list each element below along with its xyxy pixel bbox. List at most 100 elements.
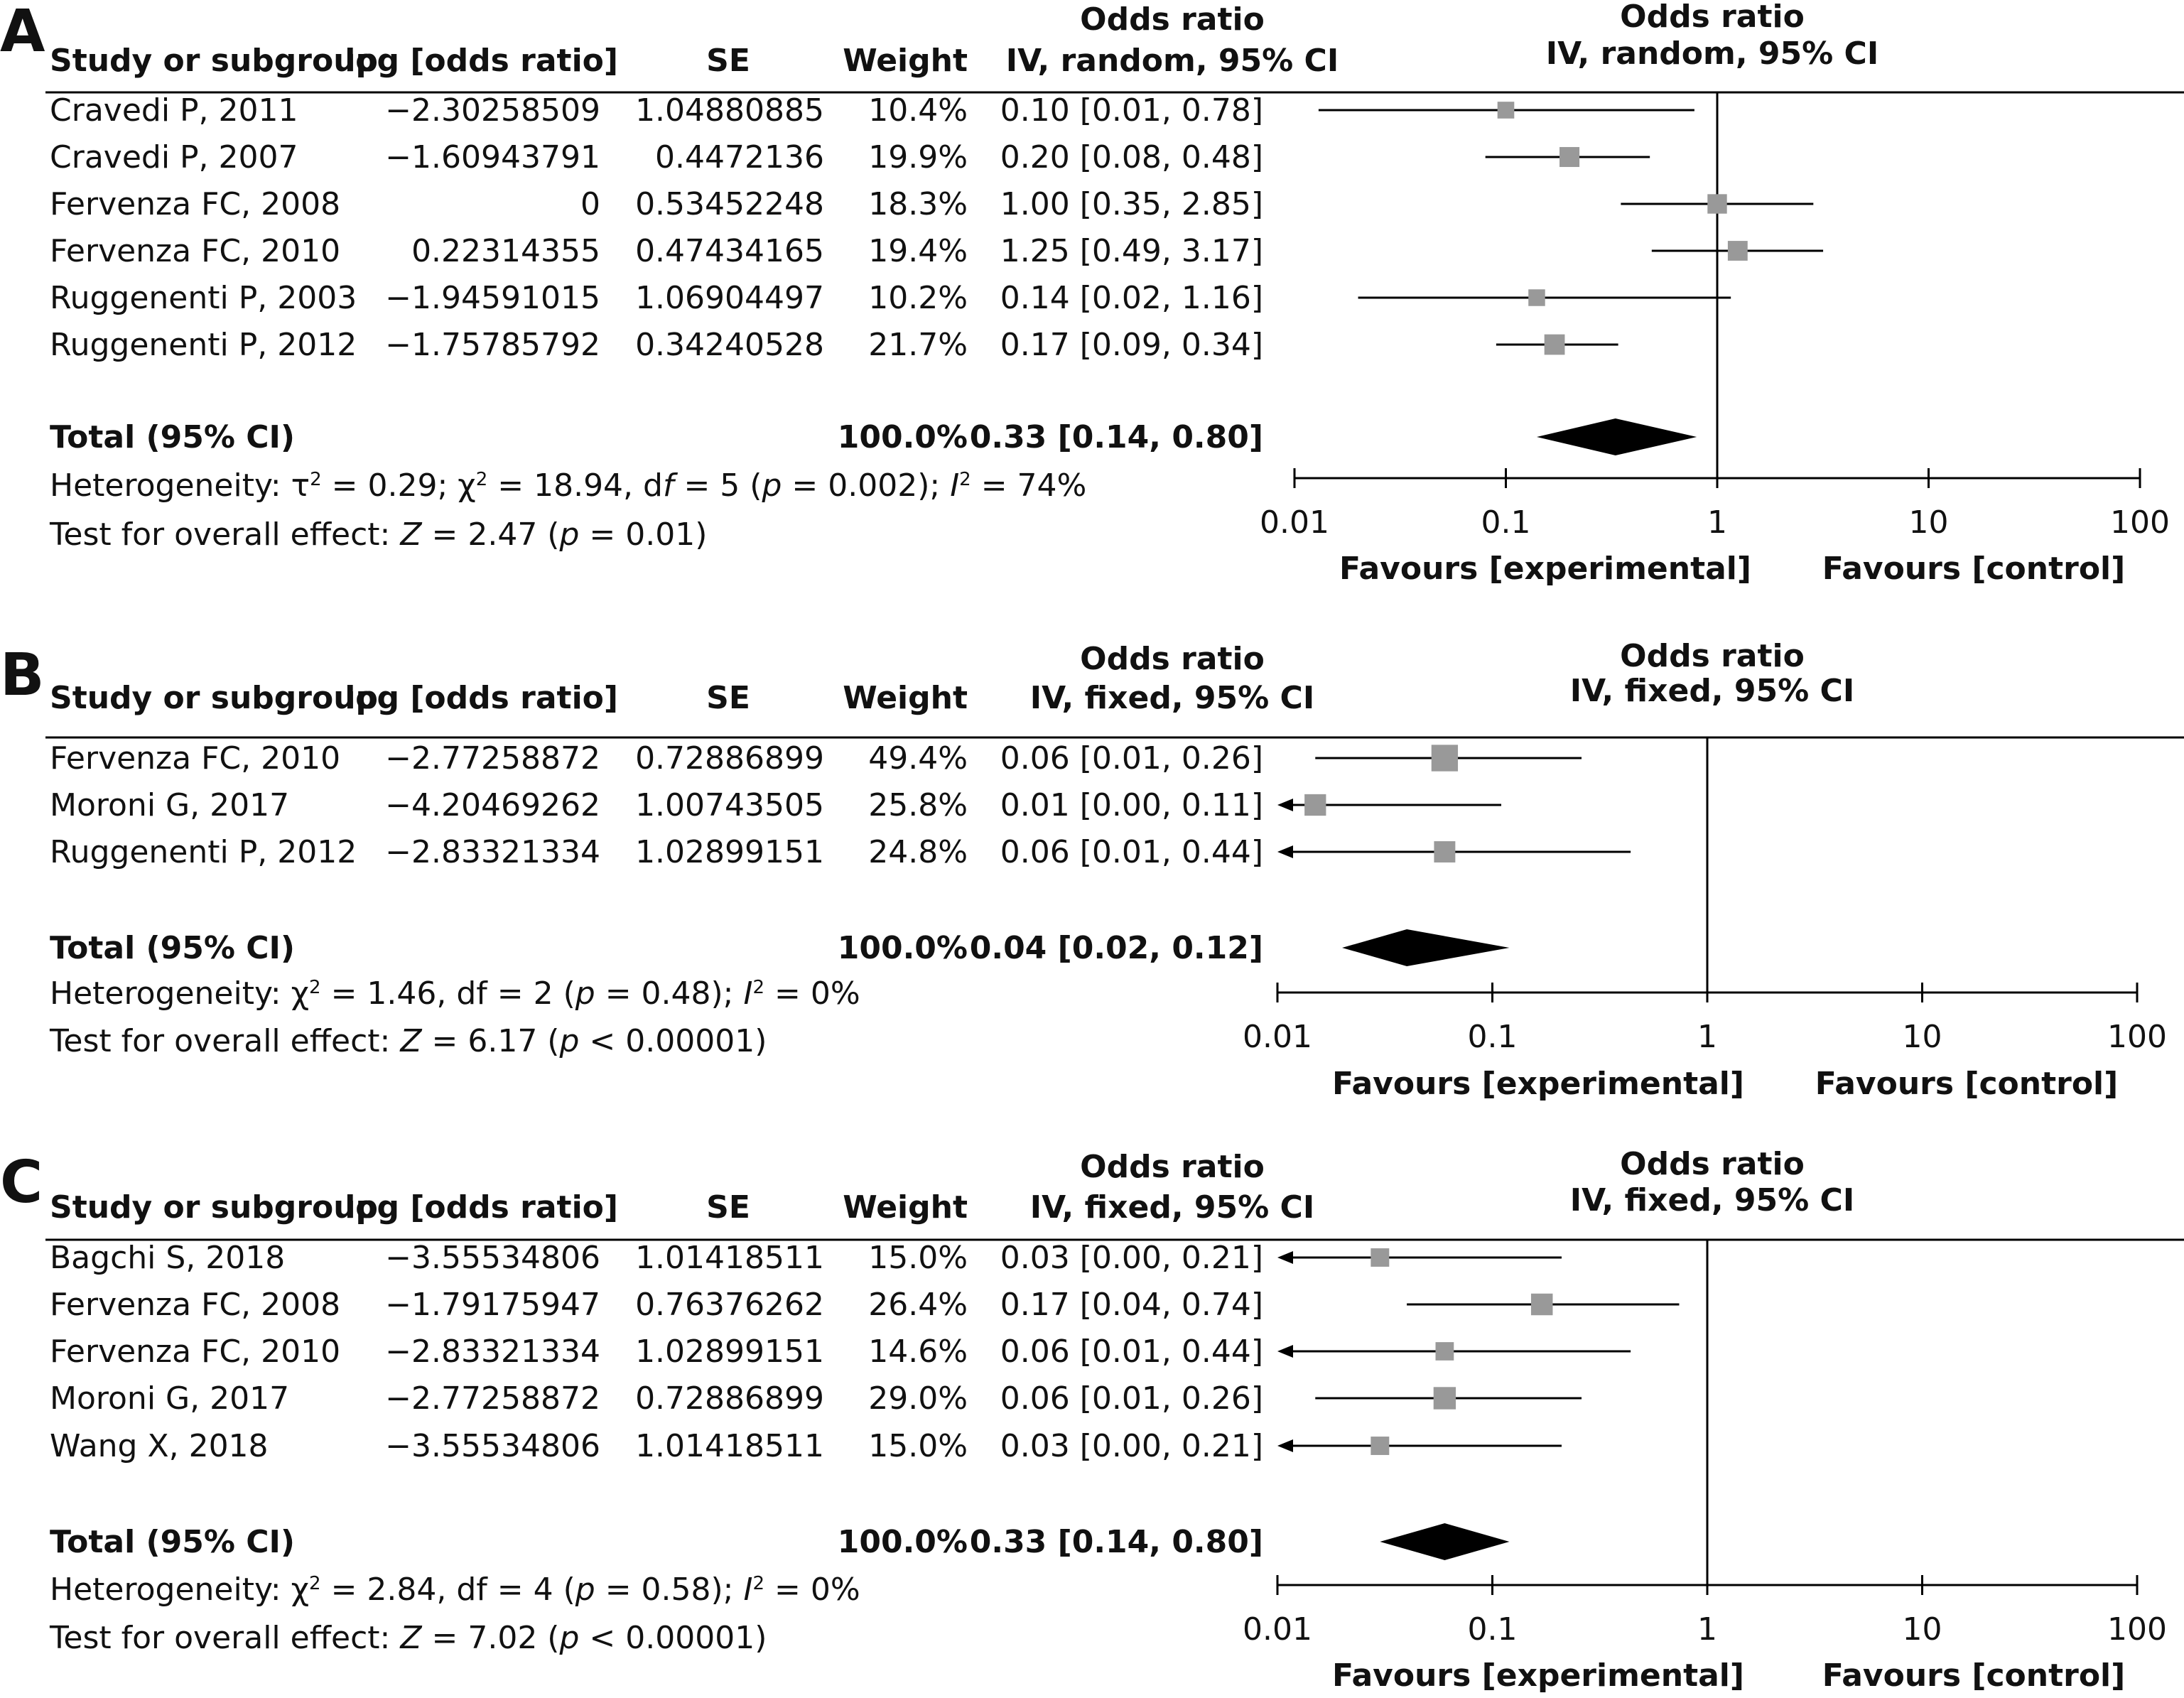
header-log-odds-ratio: log [odds ratio] <box>345 680 618 716</box>
total-weight: 100.0% <box>838 1524 968 1560</box>
study-square <box>1371 1437 1390 1455</box>
log-odds-ratio: −1.75785792 <box>385 327 600 363</box>
header-plot-line2: IV, random, 95% CI <box>1546 36 1878 72</box>
odds-ratio-ci: 0.06 [0.01, 0.26] <box>1000 740 1263 777</box>
header-plot-line1: Odds ratio <box>1620 1146 1805 1182</box>
standard-error: 0.76376262 <box>635 1287 824 1323</box>
x-tick-label: 1 <box>1697 1019 1717 1055</box>
odds-ratio-ci: 0.20 [0.08, 0.48] <box>1000 139 1263 175</box>
study-square <box>1559 146 1580 168</box>
heterogeneity-text-part: = 0% <box>764 1572 860 1608</box>
heterogeneity-text: Heterogeneity: τ2 = 0.29; χ2 = 18.94, df… <box>50 467 1086 504</box>
study-name: Cravedi P, 2011 <box>50 92 298 129</box>
study-name: Fervenza FC, 2008 <box>50 186 340 222</box>
odds-ratio-ci: 0.14 [0.02, 1.16] <box>1000 280 1263 316</box>
total-weight: 100.0% <box>838 930 968 966</box>
study-name: Wang X, 2018 <box>50 1428 269 1464</box>
x-tick-label: 0.1 <box>1468 1019 1518 1055</box>
favours-control: Favours [control] <box>1822 1658 2126 1694</box>
ci-arrow-left <box>1277 1251 1293 1264</box>
study-name: Moroni G, 2017 <box>50 1380 289 1417</box>
overall-effect-text: Test for overall effect: Z = 2.47 (p = 0… <box>49 517 707 553</box>
ci-arrow-left <box>1277 1439 1293 1452</box>
panel-letter: A <box>0 0 45 65</box>
header-plot-line2: IV, fixed, 95% CI <box>1570 673 1854 709</box>
x-tick-label: 10 <box>1903 1611 1942 1648</box>
overall-effect-text-part: Z <box>399 1620 422 1656</box>
overall-effect-text: Test for overall effect: Z = 6.17 (p < 0… <box>49 1023 767 1059</box>
study-name: Fervenza FC, 2010 <box>50 1334 340 1370</box>
weight: 24.8% <box>868 834 968 870</box>
weight: 14.6% <box>868 1334 968 1370</box>
weight: 10.4% <box>868 92 968 129</box>
heterogeneity-text-part: p <box>761 467 782 504</box>
log-odds-ratio: −2.77258872 <box>385 1380 600 1417</box>
header-se: SE <box>706 680 750 716</box>
study-name: Fervenza FC, 2010 <box>50 233 340 269</box>
header-or-line1: Odds ratio <box>1080 641 1265 677</box>
heterogeneity-text-part: 2 <box>959 469 971 490</box>
heterogeneity-text-part: p <box>575 1572 595 1608</box>
study-square <box>1371 1248 1390 1267</box>
header-study: Study or subgroup <box>50 1189 378 1226</box>
study-row: Fervenza FC, 2008 0 0.53452248 18.3% 1.00 [0… <box>50 186 1814 222</box>
standard-error: 0.34240528 <box>635 327 824 363</box>
study-square <box>1433 1387 1456 1410</box>
standard-error: 0.53452248 <box>635 186 824 222</box>
header-plot-line1: Odds ratio <box>1620 638 1805 674</box>
heterogeneity-text-part: 2 <box>752 977 764 998</box>
study-name: Ruggenenti P, 2003 <box>50 280 357 316</box>
standard-error: 1.02899151 <box>635 1334 824 1370</box>
standard-error: 1.04880885 <box>635 92 824 129</box>
header-plot-line1: Odds ratio <box>1620 0 1805 35</box>
weight: 18.3% <box>868 186 968 222</box>
x-tick-label: 0.01 <box>1243 1019 1312 1055</box>
favours-experimental: Favours [experimental] <box>1339 551 1751 587</box>
weight: 19.4% <box>868 233 968 269</box>
heterogeneity-text-part: χ <box>458 467 475 504</box>
study-name: Bagchi S, 2018 <box>50 1240 285 1276</box>
odds-ratio-ci: 0.06 [0.01, 0.26] <box>1000 1380 1263 1417</box>
heterogeneity-text-part: 2 <box>310 469 322 490</box>
heterogeneity-text-part: I <box>950 467 959 504</box>
log-odds-ratio: 0 <box>580 186 600 222</box>
x-tick-label: 100 <box>2107 1019 2167 1055</box>
heterogeneity-text-part: = 0.58); <box>595 1572 744 1608</box>
heterogeneity-text-part: = 0.002); <box>782 467 950 504</box>
log-odds-ratio: −3.55534806 <box>385 1428 600 1464</box>
x-tick-label: 0.1 <box>1468 1611 1518 1648</box>
header-or-line1: Odds ratio <box>1080 1149 1265 1185</box>
heterogeneity-text-part: p <box>575 975 595 1012</box>
overall-effect-text-part: = 7.02 ( <box>422 1620 560 1656</box>
x-tick-label: 100 <box>2107 1611 2167 1648</box>
heterogeneity-text-part: = 0.48); <box>595 975 744 1012</box>
overall-effect-text-part: = 0.01) <box>579 517 707 553</box>
weight: 15.0% <box>868 1428 968 1464</box>
overall-effect-text-part: p <box>558 1620 579 1656</box>
heterogeneity-text-part: = 5 ( <box>674 467 762 504</box>
log-odds-ratio: −1.94591015 <box>385 280 600 316</box>
header-study: Study or subgroup <box>50 680 378 716</box>
overall-effect-text-part: Z <box>399 517 422 553</box>
overall-effect-text-part: = 2.47 ( <box>422 517 560 553</box>
heterogeneity-text: Heterogeneity: χ2 = 2.84, df = 4 (p = 0.… <box>50 1572 860 1608</box>
summary-diamond <box>1342 929 1510 966</box>
standard-error: 0.47434165 <box>635 233 824 269</box>
overall-effect-text: Test for overall effect: Z = 7.02 (p < 0… <box>49 1620 767 1656</box>
header-log-odds-ratio: log [odds ratio] <box>345 1189 618 1226</box>
heterogeneity-text: Heterogeneity: χ2 = 1.46, df = 2 (p = 0.… <box>50 975 860 1012</box>
panel-letter: B <box>0 642 45 709</box>
study-row: Fervenza FC, 2010 −2.83321334 1.02899151 14… <box>50 1334 1631 1370</box>
standard-error: 0.72886899 <box>635 1380 824 1417</box>
study-row: Ruggenenti P, 2003 −1.94591015 1.06904497 1… <box>50 280 1731 316</box>
log-odds-ratio: −3.55534806 <box>385 1240 600 1276</box>
heterogeneity-text-part: 2 <box>476 469 488 490</box>
study-row: Ruggenenti P, 2012 −1.75785792 0.34240528 2… <box>50 327 1618 363</box>
summary-diamond <box>1536 418 1697 455</box>
ci-arrow-left <box>1277 799 1293 811</box>
total-odds-ratio-ci: 0.33 [0.14, 0.80] <box>970 1524 1263 1560</box>
total-weight: 100.0% <box>838 419 968 455</box>
odds-ratio-ci: 0.10 [0.01, 0.78] <box>1000 92 1263 129</box>
header-or-line2: IV, fixed, 95% CI <box>1030 680 1314 716</box>
header-plot-line2: IV, fixed, 95% CI <box>1570 1182 1854 1218</box>
